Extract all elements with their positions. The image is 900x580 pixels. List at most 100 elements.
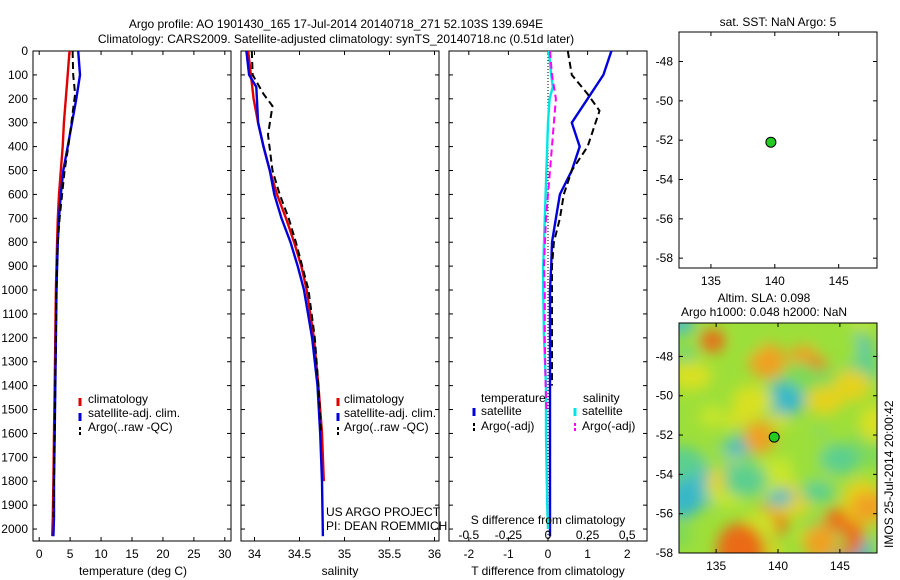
x-tick-label: 135 [701, 274, 721, 288]
sst-map-panel: sat. SST: NaN Argo: 5 135 140 145 -48 -50 -52… [656, 15, 878, 288]
header-line-2: Climatology: CARS2009. Satellite-adjuste… [98, 32, 574, 46]
salinity-x-ticks: 34 34.5 35 35.5 36 [248, 51, 442, 561]
y-tick-label: 600 [8, 187, 28, 201]
y-tick-label: 2000 [1, 522, 28, 536]
legend-salinity-title: salinity [583, 391, 620, 405]
series-line-argo-raw-qc [250, 50, 323, 434]
sla-texture-blob [679, 361, 713, 391]
series-line-argo-raw-qc [52, 50, 77, 518]
x-tick-label: -1 [503, 547, 514, 561]
legend-temp-satellite: satellite [481, 404, 522, 418]
y-tick-label: 1800 [1, 474, 28, 488]
legend-sal-argo: Argo(-adj) [582, 419, 635, 433]
sla-texture-blob [804, 385, 845, 415]
x-tick-label: 35 [338, 547, 352, 561]
temperature-depth-ticks: 0 100 200 300 400 500 600 700 800 900 1000 1100 1200… [1, 44, 231, 536]
sla-texture-blob [851, 323, 872, 330]
x-tick-label: 5 [67, 547, 74, 561]
difference-panel: -2 -1 0 1 2 temperature salinity satellite A… [448, 50, 648, 578]
temperature-x-ticks: 0 5 10 15 20 25 30 [36, 51, 232, 561]
y-tick-label: 1400 [1, 379, 28, 393]
sla-texture-blob [679, 348, 696, 361]
sla-texture-blob [814, 324, 860, 370]
sla-map-title-1: Altim. SLA: 0.098 [718, 291, 811, 305]
salinity-axes-frame [240, 50, 440, 542]
y-tick-label: -50 [656, 94, 674, 108]
x-tick-label: 34 [248, 547, 262, 561]
temperature-legend-argo: Argo(..raw -QC) [88, 420, 173, 434]
y-tick-label: -58 [656, 546, 674, 560]
x-tick-label: 2 [624, 547, 631, 561]
difference-depth-ticks [449, 50, 647, 530]
y-tick-label: 0 [21, 44, 28, 58]
y-tick-label: 900 [8, 259, 28, 273]
sla-texture-blob [833, 369, 871, 402]
sla-map-points [768, 431, 780, 443]
x-tick-label: 34.5 [288, 547, 312, 561]
y-tick-label: 800 [8, 235, 28, 249]
y-tick-label: 200 [8, 92, 28, 106]
sla-texture-blob [679, 323, 695, 336]
sla-map-panel: Altim. SLA: 0.098 Argo h1000: 0.048 h200… [656, 291, 896, 573]
legend-temperature-title: temperature [481, 391, 546, 405]
x-tick-label: 25 [187, 547, 201, 561]
temperature-legend: climatology satellite-adj. clim. Argo(..… [78, 392, 180, 435]
header-line-1: Argo profile: AO 1901430_165 17-Jul-2014… [129, 17, 543, 31]
temperature-panel: 0100200300400500600700800900100011001200… [1, 44, 232, 578]
x-tick-label: 140 [765, 274, 785, 288]
x-tick-label: 135 [706, 559, 726, 573]
y-tick-label: -48 [656, 55, 674, 69]
x-tick-label: 145 [830, 559, 850, 573]
argo-location-marker [765, 136, 777, 148]
y-tick-label: 400 [8, 140, 28, 154]
argo-location-marker [768, 431, 780, 443]
sla-texture-blob [679, 478, 702, 519]
sst-map-title: sat. SST: NaN Argo: 5 [720, 15, 837, 29]
legend-temp-argo: Argo(-adj) [481, 419, 534, 433]
x-tick-label: 15 [125, 547, 139, 561]
y-tick-label: 1300 [1, 355, 28, 369]
s-tick-label: -0.25 [495, 528, 523, 542]
x-tick-label: 30 [218, 547, 232, 561]
legend-sal-satellite: satellite [582, 404, 623, 418]
sla-texture-blob [699, 405, 725, 428]
project-label: US ARGO PROJECT [326, 505, 441, 519]
imos-side-label: IMOS 25-Jul-2014 20:00:42 [882, 400, 896, 548]
x-tick-label: 36 [428, 547, 442, 561]
sla-map-ticks: 135 140 145 -48 -50 -52 -54 -56 -58 [656, 323, 877, 573]
sla-map-title-2: Argo h1000: 0.048 h2000: NaN [681, 305, 847, 319]
sla-texture-blob [726, 438, 750, 457]
sla-texture-blob [768, 412, 791, 427]
temperature-axes-frame [32, 50, 232, 542]
series-line-argo-adj-temperature [551, 50, 601, 386]
salinity-depth-ticks [241, 50, 439, 530]
y-tick-label: -48 [656, 349, 674, 363]
x-tick-label: 1 [584, 547, 591, 561]
sla-texture-blob [700, 329, 726, 353]
sla-texture-blob [764, 544, 784, 553]
difference-legend: temperature salinity satellite Argo(-adj… [472, 391, 635, 433]
sla-texture-blob [736, 327, 764, 356]
temperature-xlabel: temperature (deg C) [79, 564, 187, 578]
difference-series [542, 50, 613, 537]
x-tick-label: 20 [156, 547, 170, 561]
x-tick-label: 0 [36, 547, 43, 561]
x-tick-label: 0 [545, 547, 552, 561]
y-tick-label: 1600 [1, 426, 28, 440]
sla-texture-blob [764, 380, 805, 418]
series-line-satellite-adj-clim [245, 50, 325, 537]
y-tick-label: -52 [656, 428, 674, 442]
sla-texture-blob [743, 420, 776, 454]
x-tick-label: 145 [829, 274, 849, 288]
y-tick-label: -56 [656, 507, 674, 521]
y-tick-label: 1700 [1, 450, 28, 464]
salinity-series [245, 50, 325, 537]
x-tick-label: 140 [768, 559, 788, 573]
y-tick-label: 1500 [1, 403, 28, 417]
y-tick-label: -50 [656, 389, 674, 403]
series-line-satellite-salinity [542, 50, 555, 530]
x-tick-label: 10 [94, 547, 108, 561]
s-tick-label: 0.25 [576, 528, 600, 542]
temperature-legend-satellite: satellite-adj. clim. [88, 406, 180, 420]
